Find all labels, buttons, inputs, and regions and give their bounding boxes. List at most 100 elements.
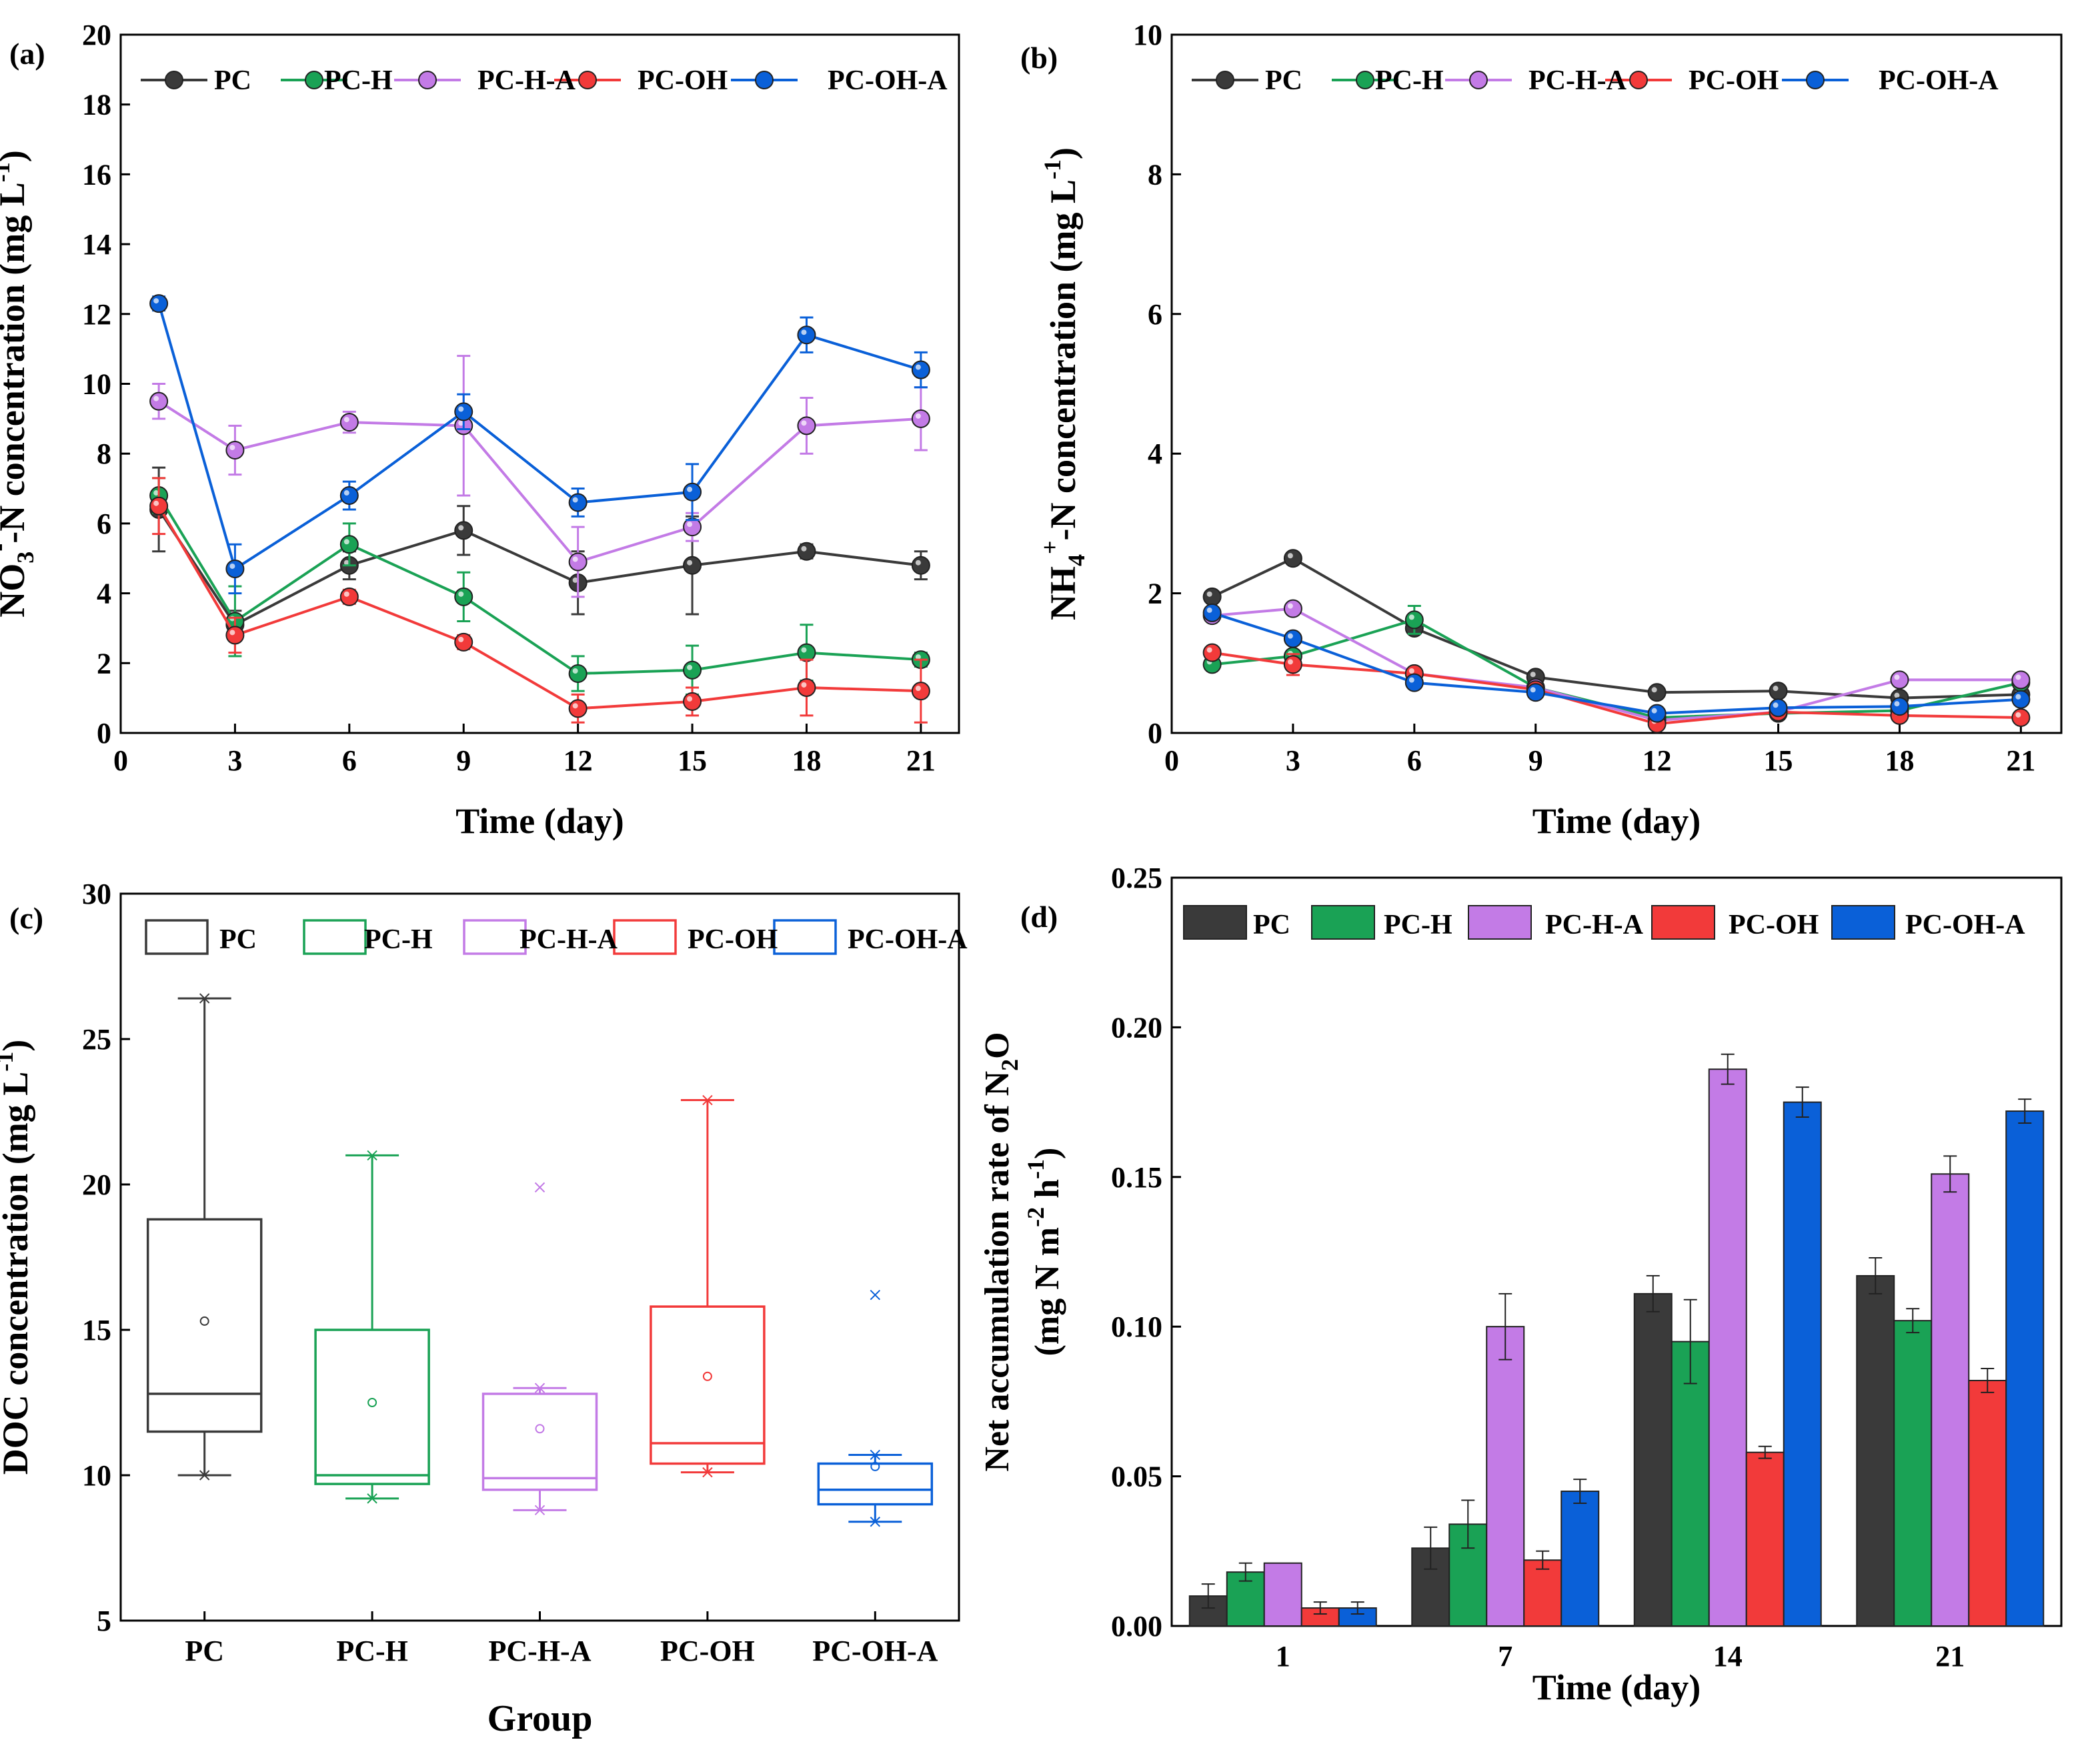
x-tick-label: 15 <box>678 744 707 777</box>
range-marker <box>199 1470 210 1481</box>
point-highlight <box>1206 591 1212 597</box>
x-tick-label: 14 <box>1713 1640 1743 1673</box>
point-highlight <box>572 497 578 503</box>
x-axis-title: Group <box>487 1698 593 1739</box>
label-part: NH <box>1043 566 1083 620</box>
bar-PC-OH-A <box>1783 1101 1822 1627</box>
legend-label: PC-OH <box>638 65 728 96</box>
data-point <box>149 391 169 411</box>
x-axis-title: Time (day) <box>1532 1667 1701 1707</box>
data-point <box>797 325 816 345</box>
y-axis-title-line2: (mg N m-2 h-1) <box>1022 1148 1066 1357</box>
data-point <box>568 552 588 572</box>
data-point <box>225 559 245 578</box>
x-tick-label: 1 <box>1276 1640 1290 1673</box>
bar-PC-OH <box>1745 1451 1785 1627</box>
y-tick-label: 16 <box>82 158 111 191</box>
data-point <box>568 493 588 512</box>
data-point <box>568 699 588 718</box>
legend-label: PC-OH <box>1729 910 1819 940</box>
legend-label: PC-H <box>364 924 433 955</box>
y-tick-label: 2 <box>97 647 111 680</box>
data-point <box>683 556 702 575</box>
point-highlight <box>801 329 807 335</box>
legend-label: PC-H-A <box>519 924 618 955</box>
series-line-PC <box>157 508 922 627</box>
x-tick-label: 3 <box>1286 744 1300 777</box>
point-highlight <box>687 664 693 670</box>
point-highlight <box>343 560 349 566</box>
label-part: + <box>1036 540 1063 554</box>
label-part: ) <box>0 150 32 162</box>
legend-marker <box>578 71 597 89</box>
mean-marker <box>870 1461 880 1471</box>
data-point <box>797 542 816 561</box>
y-axis-title: NO3--N concentration (mg L-1) <box>0 150 39 617</box>
label-part: -N concentration (mg L <box>0 182 32 543</box>
point-highlight <box>1651 708 1657 714</box>
point-highlight <box>2015 694 2021 700</box>
data-point <box>1283 629 1302 648</box>
label-part: h <box>1028 1179 1066 1207</box>
point-highlight <box>801 546 807 552</box>
y-tick-label: 6 <box>97 508 111 540</box>
point-highlight <box>1287 603 1293 609</box>
legend-label: PC-H-A <box>1545 910 1644 940</box>
series-line-PC-H-A <box>158 399 921 564</box>
point-highlight <box>915 364 921 370</box>
data-point <box>683 482 702 502</box>
data-point <box>1647 704 1667 723</box>
point-highlight <box>1287 659 1293 665</box>
legend-box <box>303 919 367 955</box>
legend-marker <box>1356 71 1374 89</box>
data-point <box>2011 708 2031 727</box>
legend-label: PC-H <box>1375 65 1444 96</box>
y-tick-label: 18 <box>82 89 111 121</box>
y-tick-label: 5 <box>97 1605 111 1637</box>
data-point <box>454 521 473 540</box>
point-highlight <box>343 417 349 423</box>
data-point <box>1404 610 1424 630</box>
y-tick-label: 8 <box>97 438 111 470</box>
x-tick-label: PC-OH-A <box>812 1635 938 1667</box>
data-point <box>911 556 930 575</box>
point-highlight <box>458 525 464 531</box>
y-axis-title: NH4+-N concentration (mg L-1) <box>1036 147 1090 620</box>
x-tick-label: 6 <box>342 744 357 777</box>
bar-PC-OH <box>1968 1379 2007 1627</box>
data-point <box>911 682 930 701</box>
data-point <box>225 440 245 460</box>
point-highlight <box>572 703 578 709</box>
series-line-PC-OH-A <box>157 303 922 572</box>
y-tick-label: 2 <box>1148 578 1162 610</box>
point-highlight <box>687 486 693 492</box>
data-point <box>339 413 359 432</box>
range-marker <box>534 1383 546 1393</box>
y-tick-label: 4 <box>1148 438 1162 470</box>
y-tick-label: 10 <box>82 367 111 400</box>
data-point <box>1647 683 1667 702</box>
legend-marker <box>1629 71 1648 89</box>
point-highlight <box>343 591 349 597</box>
y-tick-label: 0.10 <box>1111 1311 1162 1343</box>
x-tick-label: PC-H <box>336 1635 408 1667</box>
x-tick-label: 18 <box>1885 744 1914 777</box>
series-line-PC <box>1211 556 2021 700</box>
legend-label: PC <box>1253 910 1290 940</box>
plot-frame <box>119 33 960 734</box>
point-highlight <box>2015 712 2021 718</box>
y-tick-label: 8 <box>1148 158 1162 191</box>
y-tick-label: 0.20 <box>1111 1011 1162 1044</box>
legend-marker <box>1216 71 1234 89</box>
legend-label: PC-OH <box>1689 65 1779 96</box>
label-part: O <box>978 1032 1016 1058</box>
legend-swatch <box>1468 905 1532 940</box>
x-axis-title: Time (day) <box>1532 801 1701 841</box>
data-point <box>339 587 359 606</box>
data-point <box>1283 599 1302 618</box>
data-point <box>1769 698 1788 718</box>
data-point <box>683 692 702 711</box>
data-point <box>2011 690 2031 709</box>
point-highlight <box>1651 687 1657 693</box>
label-part: ) <box>1043 147 1083 159</box>
